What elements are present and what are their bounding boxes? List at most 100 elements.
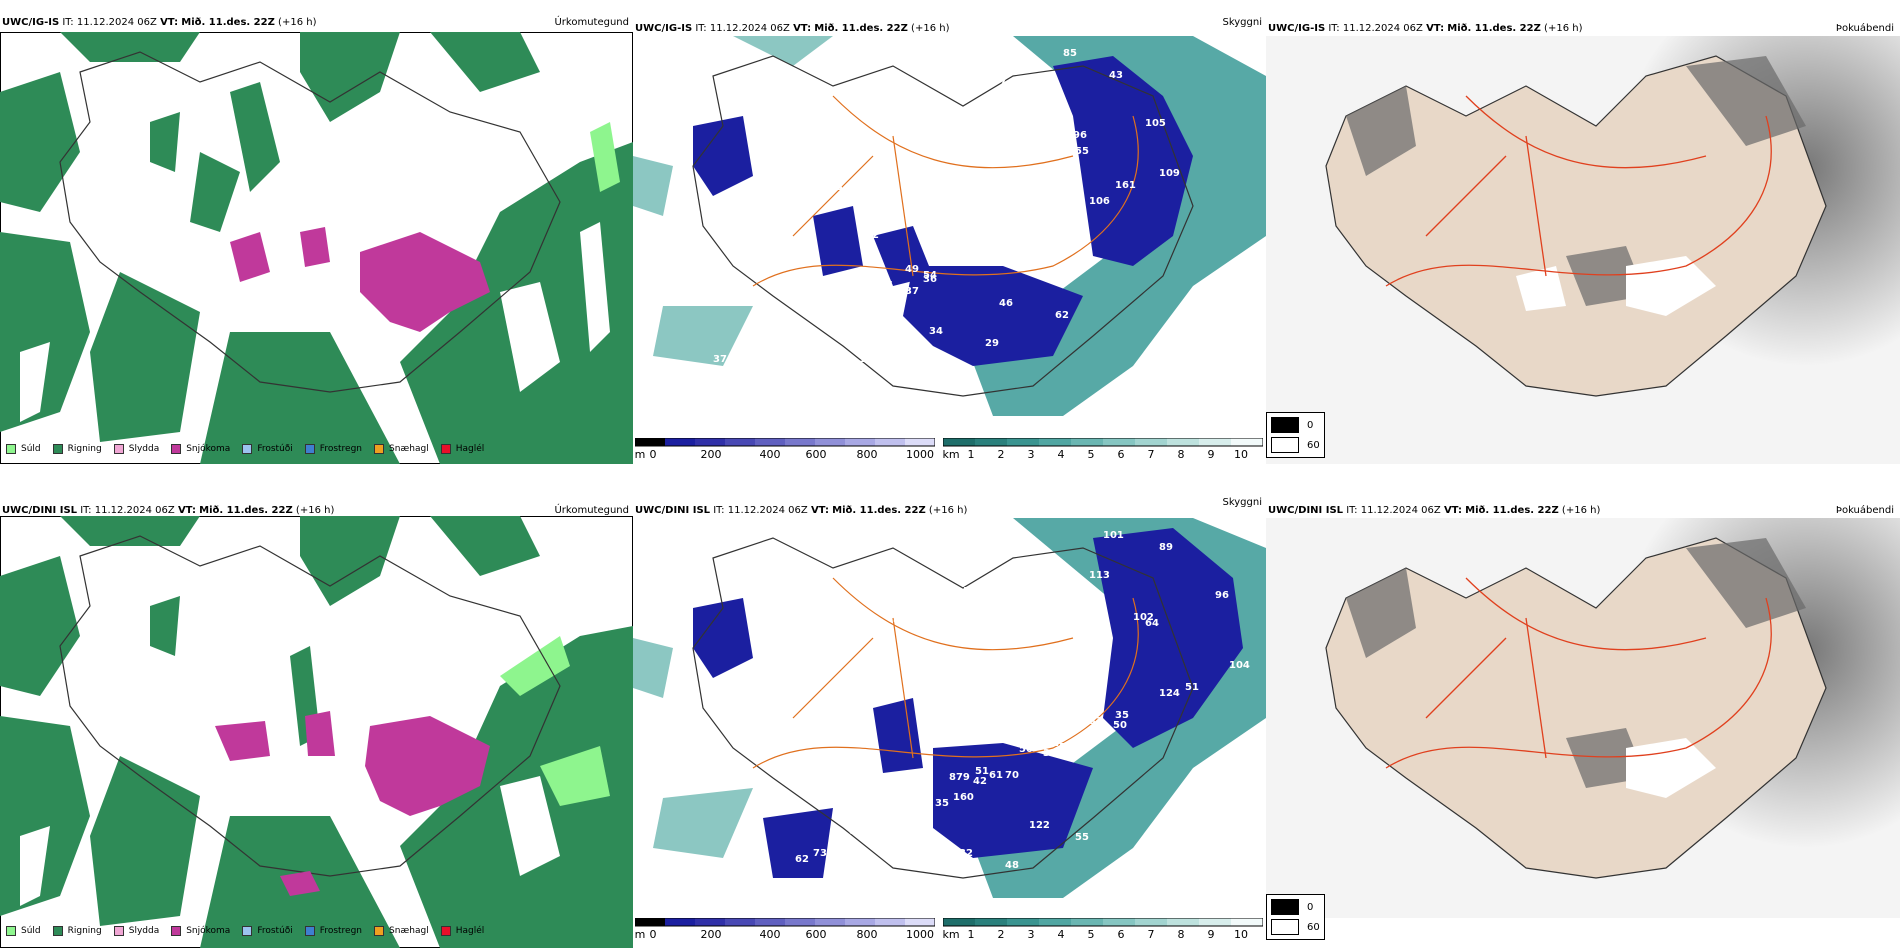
model-name: UWC/DINI ISL [1268,505,1344,516]
cloud-base-label: 96 [1215,590,1229,601]
panel-title: Þokuábendi [1835,23,1894,34]
legend-item: Snjókoma [171,926,230,936]
cloud-base-label: 42 [935,202,949,213]
precip-panel-row1: UWC/IG-IS IT: 11.12.2024 06Z VT: Mið. 11… [0,12,633,464]
visibility-panel-row2: UWC/DINI ISL IT: 11.12.2024 06Z VT: Mið.… [633,492,1266,950]
cloud-base-label: 34 [863,214,877,225]
cloud-base-label: 106 [1089,196,1110,207]
cloud-base-label: 48 [1005,860,1019,871]
fog-legend: 0 60 [1266,412,1325,458]
cloud-base-label: 82 [809,314,823,325]
legend-item: Snjókoma [171,444,230,454]
cloud-base-label: 41 [949,252,963,263]
cloud-base-label: 62 [795,854,809,865]
cloud-base-label: 37 [713,354,727,365]
cloud-base-label: 35 [949,626,963,637]
cloud-base-label: 34 [929,326,943,337]
cloud-base-label: 37 [853,132,867,143]
legend-item: Snæhagl [374,444,429,454]
legend-item: Haglél [440,444,484,454]
cloud-base-label: 66 [865,826,879,837]
cloud-base-label: 37 [905,286,919,297]
cloud-base-label: 50 [1019,744,1033,755]
panel-header: UWC/IG-IS IT: 11.12.2024 06Z VT: Mið. 11… [1268,23,1583,34]
visibility-colorbar-bar [943,438,1263,447]
panel-title: Skyggni [1222,497,1262,508]
legend-item: Slydda [113,926,159,936]
cloud-base-label: 109 [1159,168,1180,179]
cloud-base-label: 35 [899,154,913,165]
cloud-base-label: 16 [993,246,1007,257]
panel-header: UWC/DINI ISL IT: 11.12.2024 06Z VT: Mið.… [635,505,968,516]
precip-legend: Súld Rigning Slydda Snjókoma Frostúði Fr… [6,926,496,936]
model-name: UWC/DINI ISL [2,505,78,516]
cloud-base-label: 36 [835,292,849,303]
cloud-base-label: 39 [935,702,949,713]
cloud-base-label: 110 [975,236,996,247]
cloud-base-label: 85 [1063,48,1077,59]
cloud-base-label: 31 [789,382,803,393]
cloud-base-label: 161 [1115,180,1136,191]
cloud-base-label: 43 [853,298,867,309]
panel-header: UWC/IG-IS IT: 11.12.2024 06Z VT: Mið. 11… [635,23,950,34]
cloud-base-label: 82 [879,654,893,665]
cloud-base-label: 32 [959,848,973,859]
cloud-base-label: 50 [1113,720,1127,731]
cloud-base-label: 61 [989,770,1003,781]
cloud-base-label: 153 [1019,230,1040,241]
panel-title: Skyggni [1222,17,1262,28]
visibility-colorbar: km 1 2 3 4 5 6 7 8 9 10 [942,438,1263,462]
fog-index-map [1266,518,1900,918]
legend-item: Snæhagl [374,926,429,936]
precip-legend: Súld Rigning Slydda Snjókoma Frostúði Fr… [6,444,496,454]
cloud-base-label: 105 [1145,118,1166,129]
visibility-colorbar: km 1 2 3 4 5 6 7 8 9 10 [942,918,1263,942]
legend-item: Súld [6,444,41,454]
cloud-base-label: 144 [993,668,1014,679]
fog-panel-row2: UWC/DINI ISL IT: 11.12.2024 06Z VT: Mið.… [1266,492,1900,950]
cloud-base-label: 35 [935,798,949,809]
legend-item: Haglél [440,926,484,936]
cloud-base-label: 60 [919,798,933,809]
cloud-base-label: 94 [883,820,897,831]
cloud-base-label: 36 [923,274,937,285]
precip-type-map [0,32,633,464]
cloud-base-label: 31 [783,330,797,341]
cloud-base-label: 84 [889,876,903,887]
fog-legend: 0 60 [1266,894,1325,940]
cloud-base-label: 64 [1145,618,1159,629]
cloud-base-label: 52 [765,342,779,353]
cloud-base-label: 39 [1043,748,1057,759]
cloud-base-label: 49 [905,264,919,275]
cloud-base-label: 68 [1019,598,1033,609]
height-colorbar: m 0 200 400 600 800 1000 [635,918,935,942]
cloud-base-label: 39 [879,286,893,297]
cloud-base-label: 55 [1075,146,1089,157]
cloud-base-label: 51 [1185,682,1199,693]
cloud-base-label: 72 [865,230,879,241]
cloud-base-label: 73 [865,890,879,901]
cloud-base-label: 52 [933,186,947,197]
cloud-base-label: 19 [1063,218,1077,229]
cloud-base-label: 81 [849,826,863,837]
cloud-base-label: 124 [1159,688,1180,699]
cloud-base-label: 168 [859,354,880,365]
cloud-base-labels: 101 89 96 102 104 51 50 56 70 160 122 55 108 113 64 65 1… [743,530,1250,901]
cloud-base-label: 48 [1005,174,1019,185]
cloud-base-label: 35 [1115,710,1129,721]
height-colorbar-bar [635,918,935,927]
cloud-base-label: 101 [1103,530,1124,541]
cloud-base-label: 67 [993,76,1007,87]
cloud-base-label: 125 [1039,98,1060,109]
cloud-base-label: 39 [893,614,907,625]
cloud-base-label: 46 [879,280,893,291]
visibility-map: 101 89 96 102 104 51 50 56 70 160 122 55 108 113 64 65 1… [633,518,1266,918]
cloud-base-label: 31 [1005,674,1019,685]
cloud-base-label: 60 [935,888,949,899]
legend-item: Rigning [52,926,102,936]
legend-item: Frostregn [304,444,362,454]
cloud-base-label: 33 [1089,716,1103,727]
cloud-base-label: 53 [793,242,807,253]
cloud-base-label: 879 [949,772,970,783]
visibility-colorbar-bar [943,918,1263,927]
